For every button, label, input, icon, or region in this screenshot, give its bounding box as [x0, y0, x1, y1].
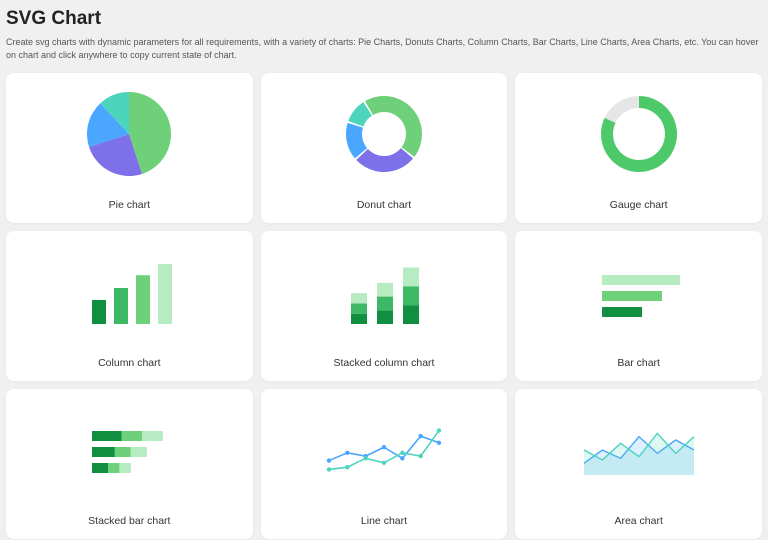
page-title: SVG Chart — [6, 8, 762, 30]
pie-chart — [6, 73, 253, 195]
page-description: Create svg charts with dynamic parameter… — [6, 36, 762, 61]
bar-chart — [515, 231, 762, 353]
column-chart — [6, 231, 253, 353]
card-label: Gauge chart — [610, 199, 668, 211]
card-label: Column chart — [98, 357, 160, 369]
card-label: Stacked bar chart — [88, 515, 170, 527]
stacked-column-chart — [261, 231, 508, 353]
card-label: Bar chart — [617, 357, 660, 369]
card-stacked-bar[interactable]: Stacked bar chart — [6, 389, 253, 539]
card-area[interactable]: Area chart — [515, 389, 762, 539]
card-label: Donut chart — [357, 199, 411, 211]
area-chart — [515, 389, 762, 511]
donut-chart — [261, 73, 508, 195]
card-label: Pie chart — [109, 199, 150, 211]
gauge-chart — [515, 73, 762, 195]
stacked-bar-chart — [6, 389, 253, 511]
line-chart — [261, 389, 508, 511]
card-line[interactable]: Line chart — [261, 389, 508, 539]
card-pie[interactable]: Pie chart — [6, 73, 253, 223]
card-bar[interactable]: Bar chart — [515, 231, 762, 381]
chart-grid: Pie chart Donut chart Gauge chart Column… — [6, 73, 762, 539]
card-label: Area chart — [614, 515, 662, 527]
card-stacked-column[interactable]: Stacked column chart — [261, 231, 508, 381]
card-label: Stacked column chart — [334, 357, 435, 369]
card-gauge[interactable]: Gauge chart — [515, 73, 762, 223]
card-donut[interactable]: Donut chart — [261, 73, 508, 223]
card-label: Line chart — [361, 515, 407, 527]
card-column[interactable]: Column chart — [6, 231, 253, 381]
